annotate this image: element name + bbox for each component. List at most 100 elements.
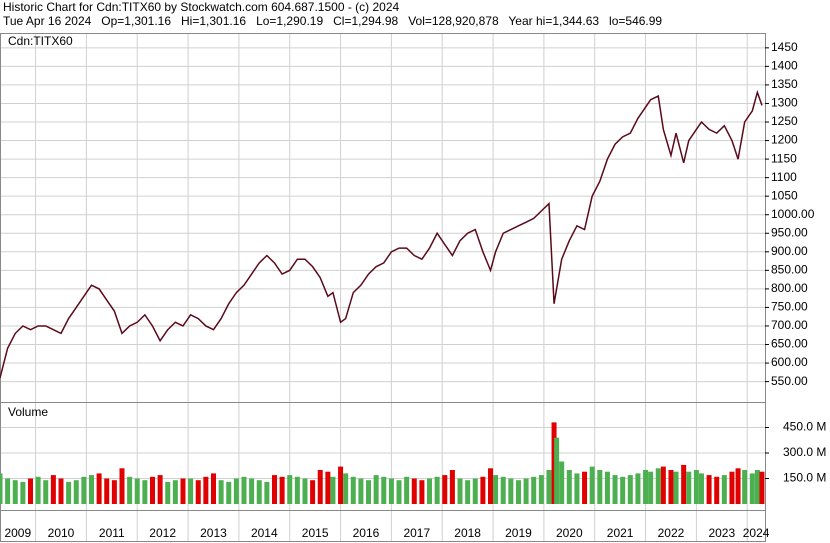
volume-bar xyxy=(88,475,94,504)
volume-bar xyxy=(396,480,402,504)
volume-bar xyxy=(310,480,316,504)
volume-bar xyxy=(493,475,499,504)
price-line xyxy=(0,89,763,379)
volume-bar xyxy=(660,466,666,504)
volume-bar xyxy=(759,471,765,504)
y-tick-label: 900.00 xyxy=(771,244,808,258)
x-tick-label: 2012 xyxy=(149,526,176,540)
volume-bar xyxy=(96,473,102,504)
volume-bar xyxy=(449,470,455,504)
y-tick-label: 1400 xyxy=(771,59,798,73)
volume-bar xyxy=(58,478,64,504)
y-tick-label: 150.0 M xyxy=(783,471,826,485)
volume-bar xyxy=(546,470,552,504)
volume-bar xyxy=(111,480,117,504)
volume-bar xyxy=(287,475,293,504)
y-tick-label: 1150 xyxy=(771,151,797,165)
volume-bar xyxy=(66,481,72,504)
x-tick-label: 2009 xyxy=(4,526,31,540)
x-tick-label: 2022 xyxy=(658,526,685,540)
volume-bar xyxy=(554,437,560,504)
volume-bar xyxy=(302,478,308,504)
volume-bar xyxy=(749,473,755,504)
volume-bar xyxy=(134,478,140,504)
volume-bar xyxy=(714,476,720,504)
x-tick-label: 2010 xyxy=(48,526,75,540)
volume-bar xyxy=(404,476,410,504)
volume-bar xyxy=(627,475,633,504)
volume-bar xyxy=(742,470,748,504)
y-tick-label: 1200 xyxy=(771,133,798,147)
y-tick-label: 1100 xyxy=(771,170,797,184)
x-axis-panel xyxy=(0,510,766,542)
volume-bar xyxy=(721,475,727,504)
volume-bar xyxy=(5,478,11,504)
x-tick-label: 2021 xyxy=(607,526,634,540)
volume-bar xyxy=(218,480,224,504)
volume-bar xyxy=(673,471,679,504)
volume-bar xyxy=(620,476,626,504)
volume-bar xyxy=(597,470,603,504)
volume-bar xyxy=(35,476,41,504)
volume-bar xyxy=(294,476,300,504)
volume-bar xyxy=(210,473,216,504)
volume-bar xyxy=(0,473,3,504)
header-title: Historic Chart for Cdn:TITX60 by Stockwa… xyxy=(3,0,400,14)
y-tick-label: 1050 xyxy=(771,188,798,202)
volume-bar xyxy=(706,475,712,504)
volume-bar xyxy=(279,476,285,504)
volume-bar xyxy=(226,481,232,504)
volume-bar xyxy=(73,480,79,504)
volume-bar xyxy=(358,478,364,504)
x-tick-label: 2017 xyxy=(403,526,430,540)
x-tick-label: 2019 xyxy=(505,526,532,540)
volume-bar xyxy=(531,476,537,504)
volume-bar xyxy=(172,480,178,504)
volume-bar xyxy=(686,471,692,504)
volume-bar xyxy=(472,478,478,504)
y-tick-label: 600.00 xyxy=(771,355,808,369)
volume-bar xyxy=(271,475,277,504)
y-tick-label: 1350 xyxy=(771,77,798,91)
volume-bar xyxy=(381,476,387,504)
volume-bar xyxy=(488,468,494,504)
y-tick-label: 450.0 M xyxy=(783,420,826,434)
x-tick-label: 2015 xyxy=(302,526,329,540)
y-tick-label: 750.00 xyxy=(771,300,808,314)
y-tick-label: 650.00 xyxy=(771,337,808,351)
volume-bar xyxy=(635,473,641,504)
volume-bar xyxy=(343,473,349,504)
volume-bar xyxy=(566,470,572,504)
volume-bar xyxy=(589,466,595,504)
x-tick-label: 2020 xyxy=(556,526,583,540)
volume-bar xyxy=(104,478,110,504)
volume-bar xyxy=(142,480,148,504)
volume-bar xyxy=(612,475,618,504)
header-quote: Tue Apr 16 2024 Op=1,301.16 Hi=1,301.16 … xyxy=(3,14,662,28)
volume-bar xyxy=(582,471,588,504)
volume-bar xyxy=(127,476,133,504)
volume-title: Volume xyxy=(8,405,48,419)
volume-bar xyxy=(373,475,379,504)
volume-bar xyxy=(419,480,425,504)
volume-bar xyxy=(515,480,521,504)
volume-bar xyxy=(754,470,760,504)
volume-bar xyxy=(165,481,171,504)
y-tick-label: 1300 xyxy=(771,96,798,110)
volume-bar xyxy=(648,471,654,504)
volume-bar xyxy=(465,480,471,504)
x-tick-label: 2011 xyxy=(99,526,125,540)
x-tick-label: 2023 xyxy=(708,526,735,540)
volume-bar xyxy=(643,470,649,504)
y-tick-label: 1450 xyxy=(771,40,798,54)
volume-bar xyxy=(119,468,125,504)
volume-bar xyxy=(264,481,270,504)
volume-bar xyxy=(693,470,699,504)
volume-bar xyxy=(551,422,557,504)
volume-bar xyxy=(735,468,741,504)
volume-bar xyxy=(366,480,372,504)
volume-bar xyxy=(559,461,565,504)
volume-bar xyxy=(20,481,26,504)
